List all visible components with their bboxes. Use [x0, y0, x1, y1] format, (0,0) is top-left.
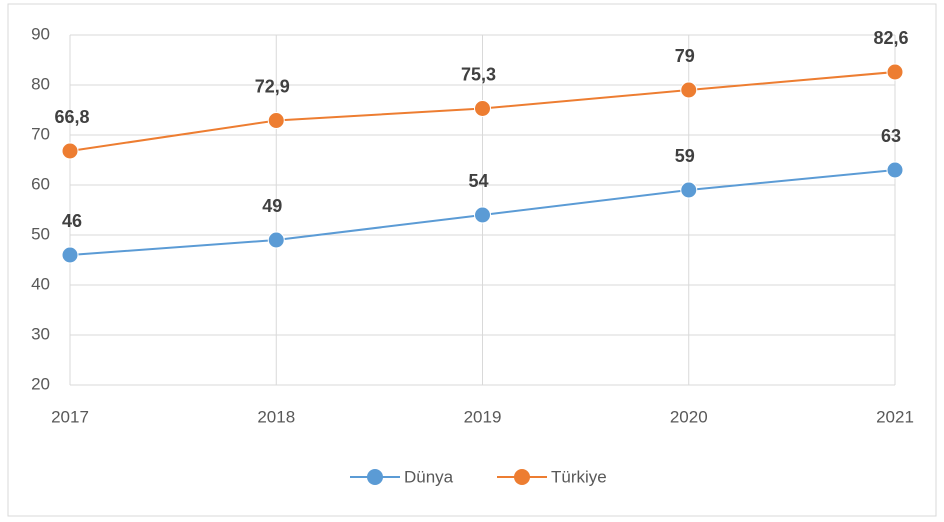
y-tick-label: 20 [31, 374, 50, 393]
y-tick-label: 30 [31, 324, 50, 343]
marker [474, 100, 491, 117]
y-tick-label: 50 [31, 224, 50, 243]
data-label: 63 [881, 126, 901, 146]
x-tick-label: 2019 [464, 407, 502, 426]
chart-border [7, 3, 937, 517]
marker [61, 142, 79, 160]
marker [886, 63, 904, 81]
x-tick-label: 2017 [51, 407, 89, 426]
x-tick-label: 2020 [670, 407, 708, 426]
marker [267, 112, 285, 129]
data-label: 82,6 [873, 28, 908, 48]
legend-marker [367, 469, 383, 485]
legend-label: Türkiye [551, 467, 607, 486]
data-label: 79 [675, 46, 695, 66]
y-tick-label: 40 [31, 274, 50, 293]
x-tick-label: 2021 [876, 407, 914, 426]
marker [267, 231, 285, 249]
data-label: 54 [468, 171, 488, 191]
marker [61, 246, 79, 264]
y-tick-label: 70 [31, 124, 50, 143]
marker [680, 81, 698, 99]
x-tick-label: 2018 [257, 407, 295, 426]
data-label: 46 [62, 211, 82, 231]
marker [680, 181, 698, 199]
marker [886, 161, 904, 179]
legend-label: Dünya [404, 467, 454, 486]
data-label: 49 [262, 196, 282, 216]
y-tick-label: 60 [31, 174, 50, 193]
y-tick-label: 80 [31, 74, 50, 93]
data-label: 72,9 [255, 76, 290, 96]
legend-marker [514, 469, 530, 485]
y-tick-label: 90 [31, 24, 50, 43]
data-label: 66,8 [54, 107, 89, 127]
data-label: 75,3 [461, 64, 496, 84]
data-label: 59 [675, 146, 695, 166]
marker [474, 206, 491, 224]
